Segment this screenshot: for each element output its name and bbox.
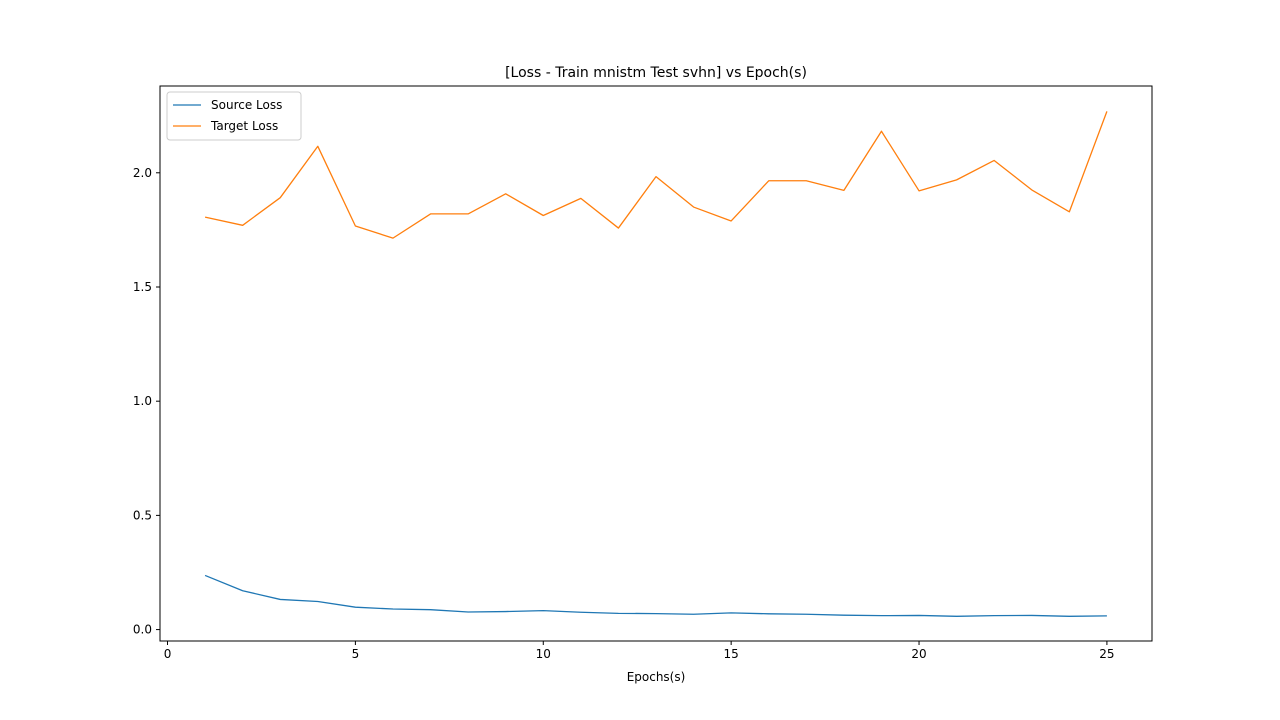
x-tick-label: 0 [164, 647, 172, 661]
legend-label-source-loss: Source Loss [211, 98, 282, 112]
y-tick-label: 0.0 [133, 623, 152, 637]
x-tick-label: 10 [536, 647, 551, 661]
x-axis: 0 5 10 15 20 25 [164, 641, 1115, 661]
x-tick-label: 15 [724, 647, 739, 661]
target-loss-line [204, 111, 1108, 239]
y-axis: 0.0 0.5 1.0 1.5 2.0 [133, 166, 160, 637]
legend-box [166, 91, 302, 141]
y-tick-label: 1.5 [133, 280, 152, 294]
y-tick-label: 0.5 [133, 508, 152, 522]
legend-label-target-loss: Target Loss [210, 119, 278, 133]
x-axis-label: Epochs(s) [627, 670, 686, 684]
plot-frame [159, 85, 1153, 642]
y-tick-label: 2.0 [133, 166, 152, 180]
x-tick-label: 5 [352, 647, 360, 661]
y-tick-label: 1.0 [133, 394, 152, 408]
source-loss-line [204, 574, 1107, 617]
legend: Source Loss Target Loss [166, 91, 302, 141]
series-layer [204, 111, 1108, 617]
x-tick-label: 25 [1099, 647, 1114, 661]
chart-title: [Loss - Train mnistm Test svhn] vs Epoch… [505, 65, 807, 81]
x-tick-label: 20 [911, 647, 926, 661]
